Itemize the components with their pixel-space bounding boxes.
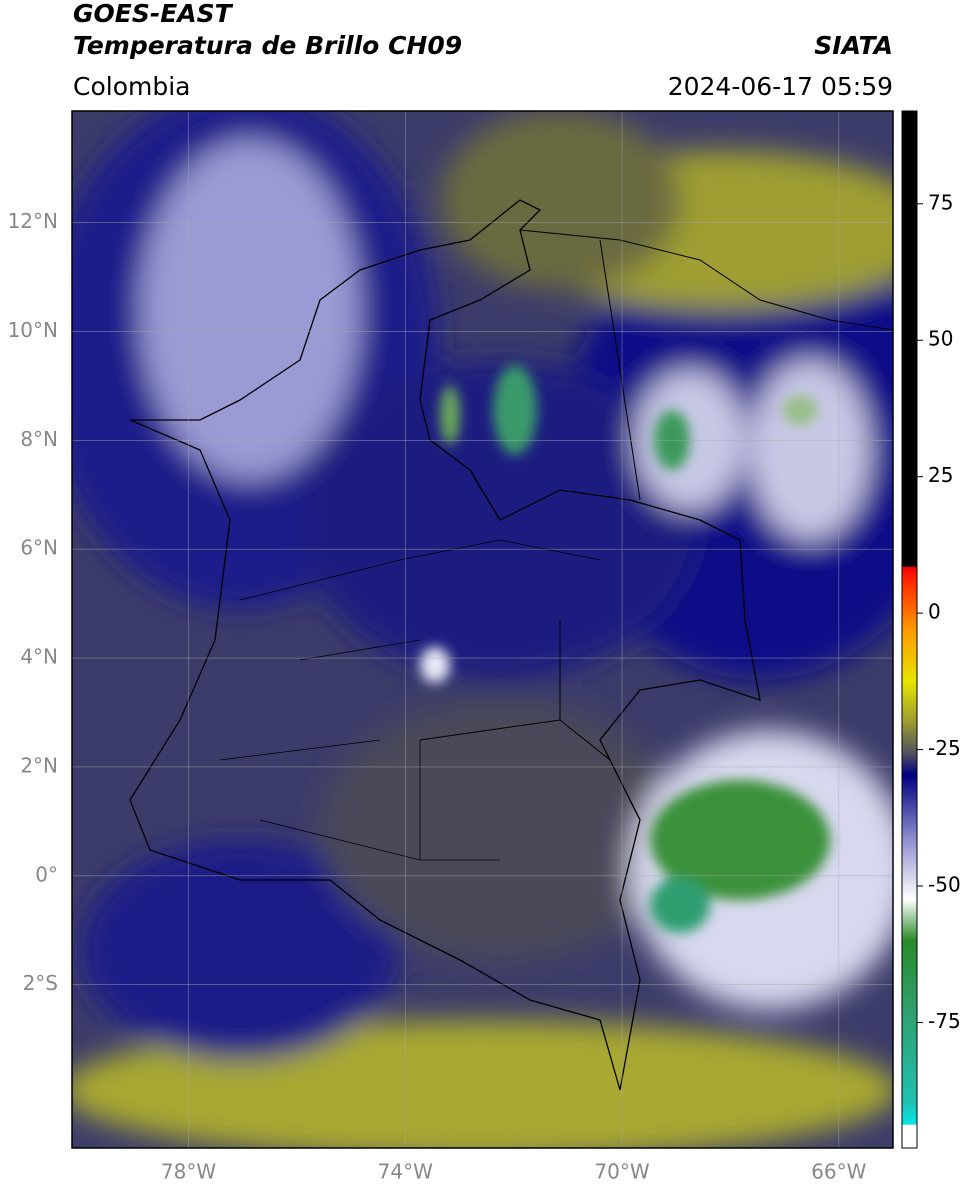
y-tick-label: 6°N xyxy=(20,536,58,560)
x-tick-label: 66°W xyxy=(811,1160,866,1184)
y-tick-label: 2°N xyxy=(20,753,58,777)
graticule xyxy=(72,111,893,1148)
colorbar-tick-label: -50 xyxy=(928,873,961,897)
subtitle: Temperatura de Brillo CH09 xyxy=(73,31,462,60)
y-tick-label: 8°N xyxy=(20,427,58,451)
y-tick-label: 0° xyxy=(35,862,58,886)
x-tick-label: 78°W xyxy=(161,1160,216,1184)
region: Colombia xyxy=(73,72,190,101)
x-tick-label: 70°W xyxy=(594,1160,649,1184)
y-tick-label: 10°N xyxy=(8,318,58,342)
colorbar-tick-label: 75 xyxy=(928,190,953,214)
colorbar-tick-label: 50 xyxy=(928,327,953,351)
datetime: 2024-06-17 05:59 xyxy=(668,72,893,101)
source: SIATA xyxy=(814,31,893,60)
colorbar-tick-label: -75 xyxy=(928,1009,961,1033)
x-tick-label: 74°W xyxy=(378,1160,433,1184)
colorbar xyxy=(901,110,918,1149)
colorbar-tick-label: 25 xyxy=(928,463,953,487)
title: GOES-EAST xyxy=(73,0,234,28)
colorbar-tick-label: -25 xyxy=(928,736,961,760)
map-frame xyxy=(71,110,894,1149)
y-tick-label: 4°N xyxy=(20,645,58,669)
satellite-imagery xyxy=(72,111,893,1148)
colorbar-tick-label: 0 xyxy=(928,600,941,624)
y-tick-label: 12°N xyxy=(8,209,58,233)
y-tick-label: 2°S xyxy=(23,971,58,995)
